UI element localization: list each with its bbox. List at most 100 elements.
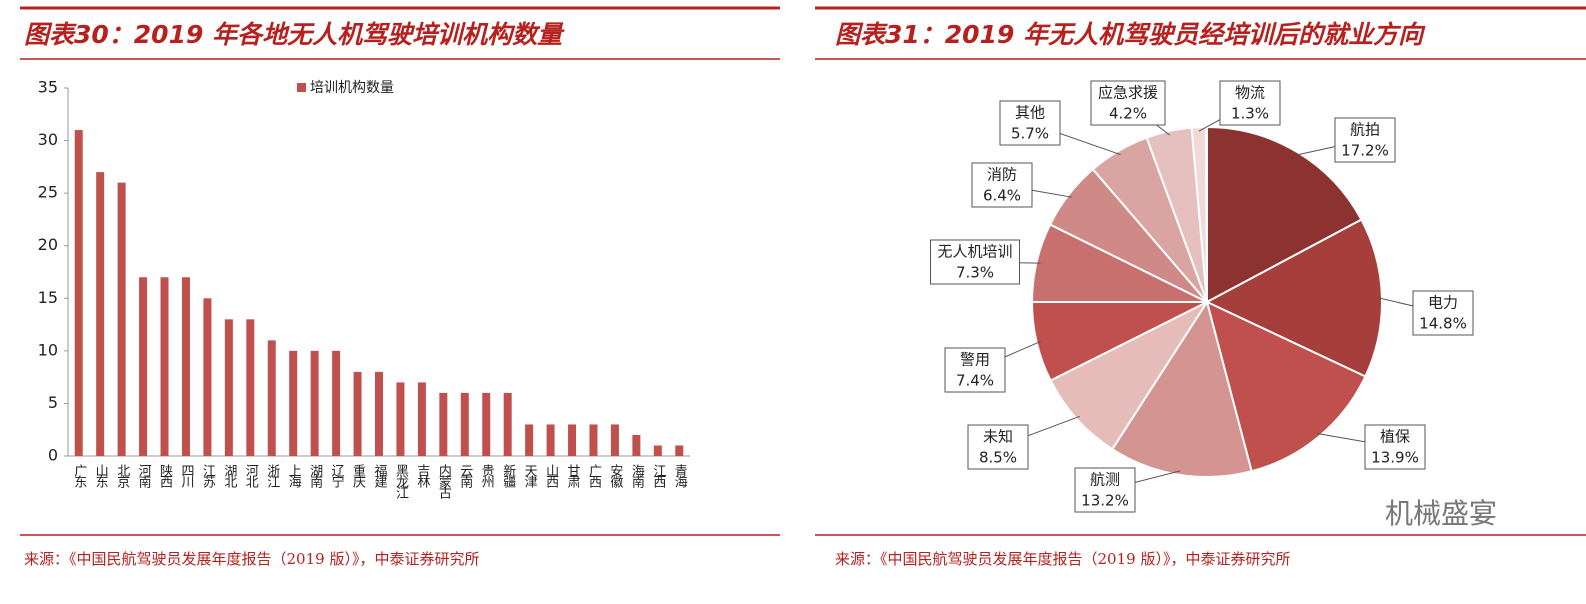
label-box — [967, 424, 1029, 470]
slice-label: 无人机培训 — [937, 243, 1012, 261]
bar — [653, 445, 662, 456]
x-tick-label: 重庆 — [350, 463, 366, 488]
y-tick-label: 10 — [38, 340, 58, 359]
label-box — [1412, 290, 1474, 336]
x-tick-label: 浙江 — [264, 464, 280, 488]
bar — [439, 392, 448, 456]
slice-value-label: 13.2% — [1081, 492, 1129, 510]
legend-swatch — [297, 83, 306, 92]
slice-label: 物流 — [1235, 84, 1265, 102]
x-tick-label: 湖南 — [307, 464, 323, 488]
source: 来源：《中国民航驾驶员发展年度报告（2019 版）》，中泰证券研究所 — [24, 550, 479, 568]
label-box — [1090, 80, 1166, 126]
y-tick-label: 5 — [48, 393, 58, 412]
y-tick-label: 0 — [48, 446, 58, 465]
label-box — [971, 162, 1033, 208]
bar — [74, 130, 83, 457]
x-tick-label: 江西 — [650, 464, 666, 488]
slice-label: 植保 — [1380, 428, 1410, 446]
x-tick-label: 山东 — [93, 464, 109, 488]
x-tick-label: 广西 — [586, 464, 602, 488]
x-tick-label: 甘肃 — [565, 464, 581, 488]
bar — [332, 350, 341, 456]
y-tick-label: 30 — [38, 130, 58, 149]
bar — [224, 319, 233, 456]
y-tick-label: 25 — [38, 183, 58, 202]
x-tick-label: 新疆 — [500, 463, 516, 488]
bar — [289, 350, 298, 456]
bar — [460, 392, 469, 456]
label-box — [1334, 117, 1396, 163]
slice — [1205, 300, 1367, 473]
slice-value-label: 14.8% — [1419, 315, 1467, 333]
x-tick-label: 福建 — [372, 464, 388, 489]
bar — [353, 371, 362, 456]
x-tick-label: 黑龙江 — [393, 464, 409, 499]
slice-value-label: 6.4% — [983, 187, 1021, 205]
slice-label: 未知 — [983, 428, 1013, 446]
label-box — [1074, 467, 1136, 513]
x-tick-label: 贵州 — [479, 464, 495, 488]
slice-value-label: 13.9% — [1371, 449, 1419, 467]
bar — [589, 424, 598, 456]
slice-value-label: 17.2% — [1341, 142, 1389, 160]
bar — [246, 319, 255, 456]
slice — [1110, 299, 1253, 478]
bar — [675, 445, 684, 456]
slice-label: 航测 — [1090, 471, 1120, 489]
bar — [417, 382, 426, 456]
legend-label: 培训机构数量 — [310, 80, 394, 96]
bar — [632, 434, 641, 456]
bar — [503, 392, 512, 456]
bar — [96, 172, 105, 456]
x-tick-label: 河北 — [243, 464, 259, 489]
source: 来源：《中国民航驾驶员发展年度报告（2019 版）》，中泰证券研究所 — [835, 550, 1290, 568]
bar — [160, 277, 169, 456]
bar — [546, 424, 555, 456]
chart-title: 图表30：2019 年各地无人机驾驶培训机构数量 — [24, 20, 565, 49]
x-tick-label: 湖北 — [221, 464, 237, 489]
x-tick-label: 云南 — [457, 464, 473, 488]
chart-title: 图表31：2019 年无人机驾驶员经培训后的就业方向 — [835, 20, 1426, 49]
y-tick-label: 15 — [38, 288, 58, 307]
bar — [482, 392, 491, 456]
bar — [181, 277, 190, 456]
label-box — [1219, 80, 1281, 126]
bar — [396, 382, 405, 456]
label-box — [929, 239, 1021, 285]
slice-value-label: 7.3% — [956, 264, 994, 282]
label-box — [999, 100, 1061, 146]
slice-label: 航拍 — [1350, 121, 1380, 139]
slice-label: 其他 — [1015, 104, 1045, 122]
x-tick-label: 河南 — [136, 464, 152, 488]
x-tick-label: 上海 — [286, 464, 302, 488]
slice — [1206, 125, 1363, 304]
slice-label: 警用 — [960, 351, 990, 369]
label-box — [1364, 424, 1426, 470]
bar — [203, 298, 212, 456]
bar — [139, 277, 148, 456]
slice-value-label: 4.2% — [1109, 105, 1147, 123]
slice-label: 消防 — [987, 166, 1017, 184]
slice — [1204, 218, 1383, 378]
slice-value-label: 5.7% — [1011, 125, 1049, 143]
x-tick-label: 内蒙古 — [436, 463, 452, 499]
slice-value-label: 1.3% — [1231, 105, 1269, 123]
slice-label: 应急求援 — [1098, 84, 1158, 102]
x-tick-label: 广东 — [71, 464, 87, 488]
x-tick-label: 青海 — [672, 464, 688, 488]
label-box — [944, 347, 1006, 393]
y-tick-label: 35 — [38, 78, 58, 97]
slice — [1049, 299, 1210, 451]
bar — [610, 424, 619, 456]
x-tick-label: 天津 — [522, 464, 538, 488]
x-tick-label: 吉林 — [414, 464, 430, 488]
x-tick-label: 安徽 — [607, 464, 623, 488]
slice-value-label: 7.4% — [956, 372, 994, 390]
slice-label: 电力 — [1428, 294, 1458, 312]
y-tick-label: 20 — [38, 235, 58, 254]
bar — [310, 350, 319, 456]
bar — [375, 371, 383, 456]
bar — [117, 182, 126, 456]
